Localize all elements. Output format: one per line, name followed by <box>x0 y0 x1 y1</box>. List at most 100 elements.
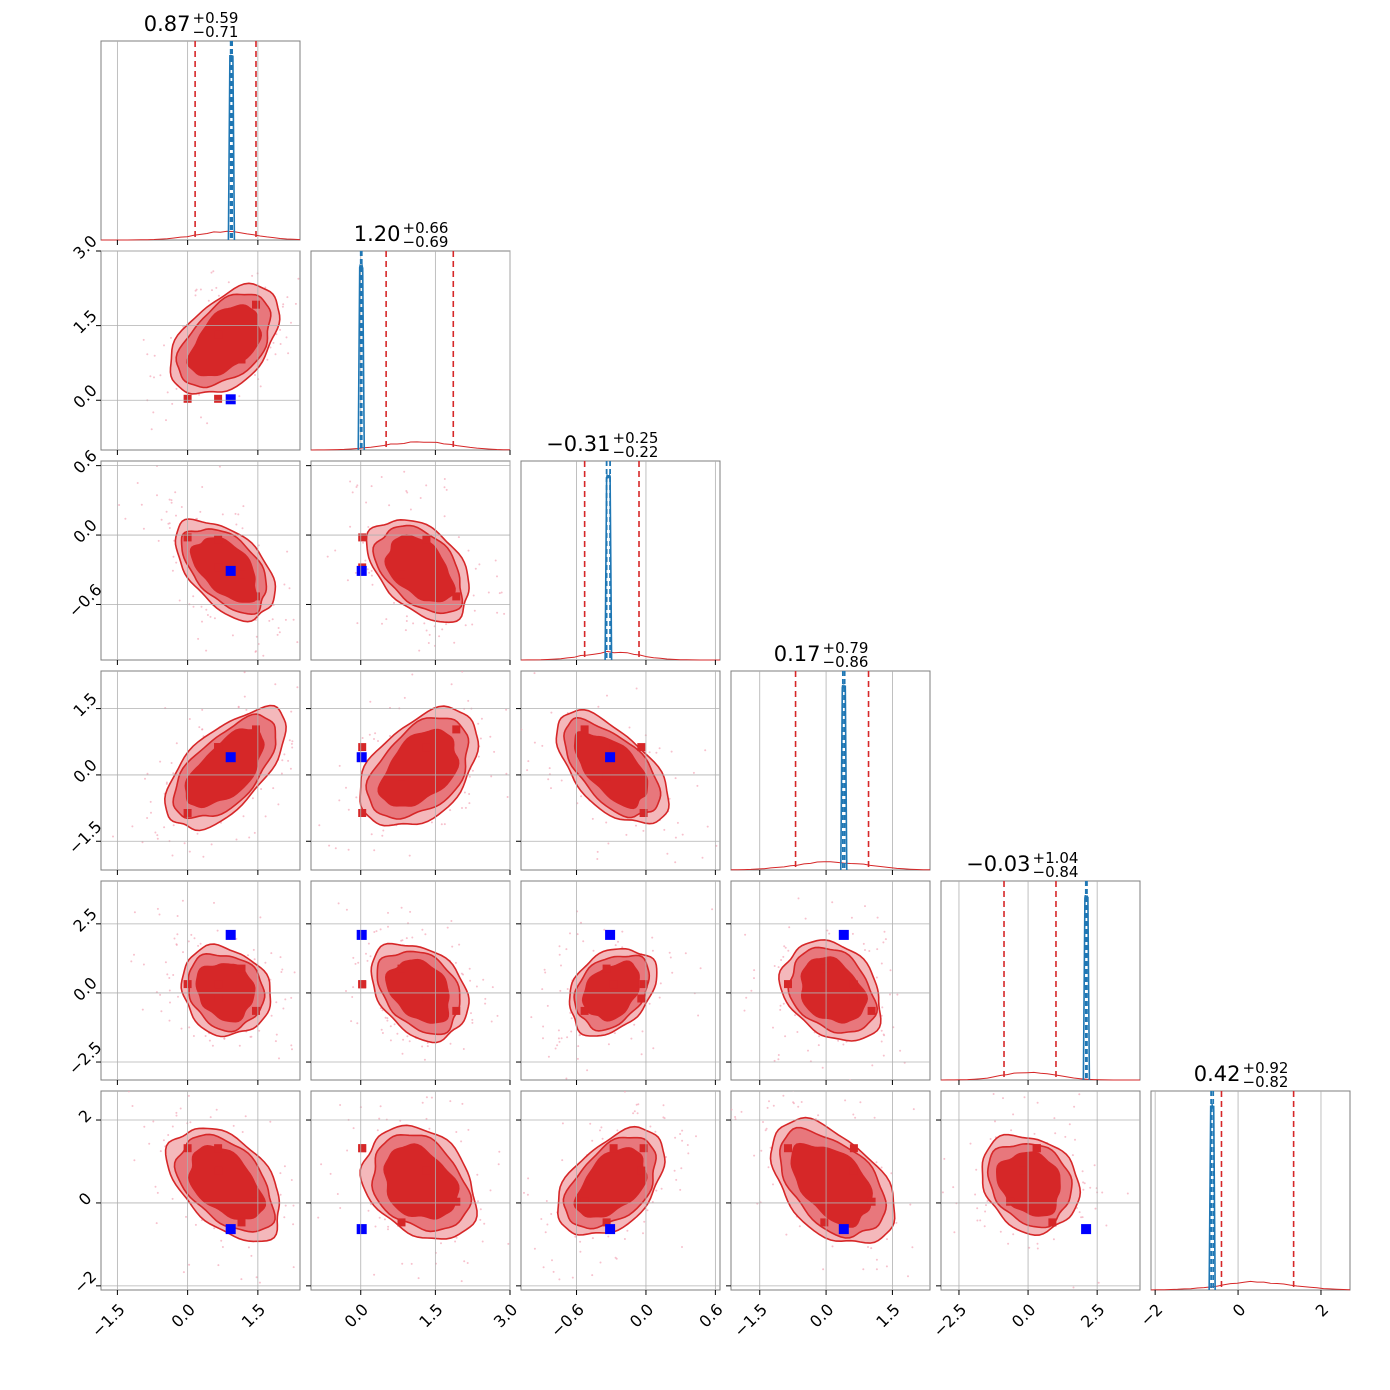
panel-4-1-sample-dot-101 <box>426 1045 429 1048</box>
panel-2-1-mode-marker-4 <box>452 592 461 601</box>
panel-4-2-sample-dot-110 <box>652 1047 655 1050</box>
panel-2-0-sample-dot-124 <box>140 503 143 506</box>
panel-3-2-sample-dot-81 <box>533 672 536 675</box>
panel-1-0-sample-dot-38 <box>175 387 178 390</box>
panel-5-2-sample-dot-30 <box>623 1238 626 1240</box>
panel-2-1-sample-dot-54 <box>487 591 490 594</box>
panel-3-2-sample-dot-97 <box>642 829 645 832</box>
panel-4-1-sample-dot-26 <box>426 1041 429 1044</box>
panel-5-3-sample-dot-111 <box>880 1166 883 1169</box>
panel-2-0-sample-dot-27 <box>201 486 204 488</box>
panel-4-3-sample-dot-3 <box>837 872 839 874</box>
panel-3-0-sample-dot-87 <box>237 706 240 709</box>
panel-4-4-grid <box>958 881 1098 1080</box>
panel-2-2-title: −0.31 +0.25−0.22 <box>546 429 658 461</box>
panel-4-0-sample-dot-34 <box>176 933 179 936</box>
panel-3-1-sample-dot-42 <box>368 733 371 736</box>
panel-5-5-frame <box>1150 1090 1351 1291</box>
panel-4-0-sample-dot-99 <box>133 911 136 914</box>
panel-4-3-sample-dot-67 <box>784 946 787 949</box>
panel-5-0-sample-dot-99 <box>250 1254 253 1257</box>
panel-4-0-sample-dot-130 <box>281 968 284 971</box>
panel-3-0-grid <box>101 671 300 870</box>
panel-5-3-truth-marker <box>838 1224 849 1235</box>
panel-5-2-sample-dot-26 <box>545 1200 548 1202</box>
panel-5-3-sample-dot-133 <box>852 1113 855 1116</box>
panel-1-0-grid <box>101 250 300 450</box>
panel-5-0-mode-marker-4 <box>252 1197 260 1206</box>
panel-4-0-sample-dot-78 <box>197 944 200 947</box>
panel-5-2-sample-dot-10 <box>662 1104 665 1107</box>
panel-2-0-sample-dot-90 <box>172 555 175 558</box>
panel-5-4-sample-dot-7 <box>1002 1097 1004 1100</box>
panel-2-1-sample-dot-117 <box>473 609 476 612</box>
panel-4-1-sample-dot-36 <box>350 1020 353 1023</box>
panel-1-0-sample-dot-132 <box>212 270 215 273</box>
y-tick-label-3-0: −1.5 <box>65 817 106 858</box>
panel-3-0-sample-dot-118 <box>243 671 246 674</box>
panel-3-2-sample-dot-62 <box>635 824 637 827</box>
panel-5-4-sample-dot-32 <box>941 1191 944 1194</box>
panel-4-3-sample-dot-124 <box>782 955 785 958</box>
panel-4-2-grid <box>521 881 720 1080</box>
panel-4-3-sample-dot-103 <box>876 916 879 919</box>
x-tick-label-4-1: 0.0 <box>1008 1300 1039 1331</box>
panel-2-1-sample-dot-88 <box>365 501 368 504</box>
panel-1-0-sample-dot-130 <box>182 325 185 328</box>
panel-5-3-sample-dot-106 <box>911 1246 914 1249</box>
panel-4-0-sample-dot-65 <box>247 954 249 957</box>
panel-2-0-sample-dot-9 <box>257 544 260 547</box>
panel-4-2-sample-dot-20 <box>640 1053 643 1056</box>
panel-2-1-sample-dot-5 <box>445 488 448 491</box>
panel-4-3-sample-dot-58 <box>826 929 829 932</box>
panel-3-0-sample-dot-124 <box>290 710 293 713</box>
panel-2-0-sample-dot-93 <box>278 631 281 634</box>
panel-4-3-sample-dot-118 <box>871 1064 874 1067</box>
panel-4-0-sample-dot-79 <box>199 942 202 945</box>
panel-2-1-sample-dot-83 <box>464 624 467 627</box>
panel-3-1-sample-dot-39 <box>443 823 446 826</box>
panel-4-0-sample-dot-121 <box>258 1029 261 1032</box>
panel-5-0-sample-dot-136 <box>189 1121 192 1124</box>
panel-2-1-contour-inner <box>384 534 456 603</box>
panel-5-4-sample-dot-65 <box>1078 1093 1081 1096</box>
panel-4-2-sample-dot-71 <box>558 953 561 956</box>
panel-5-3-sample-dot-49 <box>934 1303 936 1305</box>
panel-5-1-sample-dot-134 <box>339 1104 342 1106</box>
panel-3-1-sample-dot-38 <box>373 849 376 852</box>
panel-3-1-sample-dot-104 <box>511 714 513 716</box>
panel-3-1-sample-dot-79 <box>515 756 517 758</box>
panel-3-1-mode-marker-5 <box>422 743 431 752</box>
panel-4-3-mode-marker-3 <box>820 964 829 973</box>
panel-5-4-sample-dot-31 <box>1074 1138 1076 1141</box>
x-tick-label-1-1: 1.5 <box>415 1300 446 1331</box>
panel-3-0-sample-dot-139 <box>274 683 277 686</box>
panel-2-1-sample-dot-52 <box>498 592 501 595</box>
panel-5-0-sample-dot-97 <box>188 1263 191 1266</box>
panel-2-1-sample-dot-74 <box>423 622 426 625</box>
panel-2-1-sample-dot-134 <box>368 571 371 574</box>
panel-4-2-sample-dot-77 <box>586 1069 589 1072</box>
panel-5-5-grid <box>1154 1091 1322 1290</box>
panel-5-4-sample-dot-120 <box>989 1138 992 1140</box>
panel-5-4-sample-dot-137 <box>1036 1247 1039 1250</box>
panel-4-1-sample-dot-50 <box>351 996 354 998</box>
panel-5-2-mode-marker-1 <box>609 1144 618 1153</box>
panel-3-1-sample-dot-127 <box>464 806 467 809</box>
panel-4-3-sample-dot-119 <box>875 976 878 979</box>
panel-1-0-sample-dot-59 <box>266 358 269 361</box>
panel-4-3-sample-dot-26 <box>784 1035 787 1038</box>
panel-5-2-mode-marker-5 <box>637 1166 646 1175</box>
panel-3-0-sample-dot-10 <box>253 831 256 834</box>
panel-5-0-sample-dot-67 <box>187 1094 190 1097</box>
panel-4-0-sample-dot-42 <box>182 951 184 954</box>
panel-1-0-plot-area <box>142 270 300 431</box>
panel-5-3-mode-marker-3 <box>820 1218 829 1227</box>
panel-3-0-sample-dot-99 <box>288 667 290 669</box>
panel-3-0-sample-dot-45 <box>210 843 213 846</box>
panel-1-0-mode-marker-5 <box>214 330 223 339</box>
panel-4-1-sample-dot-135 <box>496 1014 499 1017</box>
panel-3-2-sample-dot-84 <box>666 852 669 855</box>
panel-4-0-sample-dot-90 <box>223 1037 226 1040</box>
panel-4-0-sample-dot-24 <box>187 940 190 943</box>
